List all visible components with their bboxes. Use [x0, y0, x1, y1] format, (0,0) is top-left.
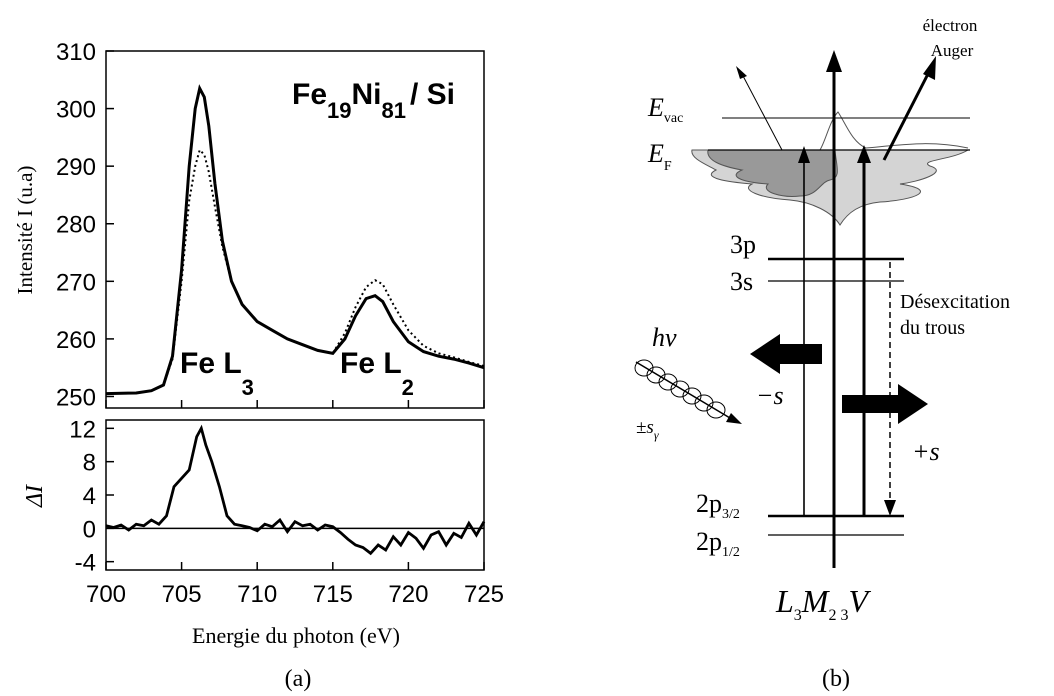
difference-y-axis-label: ΔI: [22, 484, 48, 508]
x-tick-label: 710: [237, 581, 277, 608]
y-tick-label: 4: [83, 483, 96, 510]
desexcitation-arrow-icon: [884, 500, 896, 516]
y-tick-label: 290: [56, 154, 96, 181]
x-axis-label: Energie du photon (eV): [192, 623, 400, 648]
difference-plot-frame: [105, 419, 485, 571]
x-tick-label: 720: [388, 581, 428, 608]
y-tick-label: 310: [56, 39, 96, 66]
label-ef: EF: [647, 139, 672, 174]
caption-a: (a): [285, 666, 312, 692]
intensity-series-solid: [105, 84, 485, 396]
transition-center-arrow-icon: [826, 50, 842, 72]
label-spin-plus: +s: [912, 437, 940, 466]
label-spin-photon: ±sγ: [636, 417, 659, 442]
label-electron: électron: [923, 16, 978, 35]
caption-b: (b): [822, 666, 850, 692]
y-tick-label: -4: [75, 550, 96, 577]
spin-plus-arrow-icon: [842, 384, 928, 424]
auger-electron-arrow-icon: [923, 56, 936, 80]
y-tick-label: 12: [69, 416, 96, 443]
intensity-y-ticks: 250 260 270 280 290 300 310: [56, 39, 114, 411]
label-2p32: 2p3/2: [696, 489, 740, 522]
label-process: L3M2 3V: [775, 583, 871, 624]
sample-title: Fe19Ni81/ Si: [292, 78, 455, 123]
transition-left-arrow-icon: [798, 146, 810, 163]
auger-electron-line: [882, 69, 932, 161]
photon-direction-line: [635, 361, 731, 419]
photoelectron-line: [741, 73, 783, 151]
label-auger: Auger: [931, 41, 974, 60]
difference-chart: 12 8 4 0 -4 700 705 710 715 720 725 ΔI Energie du…: [22, 416, 504, 648]
y-tick-label: 280: [56, 212, 96, 239]
photon-arrow-icon: [726, 413, 742, 424]
y-tick-label: 300: [56, 97, 96, 124]
label-desexcitation: Désexcitation: [900, 291, 1010, 313]
label-photon: hν: [652, 323, 677, 352]
label-2p12: 2p1/2: [696, 527, 740, 560]
intensity-y-axis-label: Intensité I (u.a): [13, 166, 37, 295]
dos-tail: [819, 111, 969, 151]
y-tick-label: 270: [56, 269, 96, 296]
spin-minus-arrow-icon: [750, 334, 822, 374]
y-tick-label: 260: [56, 327, 96, 354]
y-tick-label: 8: [83, 450, 96, 477]
y-tick-label: 0: [83, 516, 96, 543]
auger-diagram: Evac EF 3p 3s 2p3/2 2p1/2 électron Auger…: [634, 16, 1010, 624]
label-spin-minus: −s: [756, 381, 784, 410]
fe-l2-label: Fe L2: [340, 347, 414, 400]
label-du-trous: du trous: [900, 317, 965, 339]
x-tick-label: 725: [464, 581, 504, 608]
intensity-plot-frame: [105, 50, 485, 409]
y-tick-label: 250: [56, 384, 96, 411]
x-tick-label: 705: [162, 581, 202, 608]
label-3p: 3p: [730, 230, 756, 259]
difference-series: [105, 424, 486, 556]
photoelectron-arrow-icon: [736, 66, 747, 79]
intensity-series-dotted: [105, 148, 485, 395]
transition-right-arrow-icon: [857, 145, 871, 163]
label-3s: 3s: [730, 267, 753, 296]
photon-wave-icon: [634, 359, 726, 419]
label-evac: Evac: [647, 93, 683, 126]
x-tick-label: 700: [86, 581, 126, 608]
difference-y-ticks: 12 8 4 0 -4: [69, 416, 114, 577]
intensity-x-ticks: [105, 400, 485, 408]
difference-x-ticks: 700 705 710 715 720 725: [86, 562, 504, 608]
fe-l3-label: Fe L3: [180, 347, 254, 400]
x-tick-label: 715: [313, 581, 353, 608]
